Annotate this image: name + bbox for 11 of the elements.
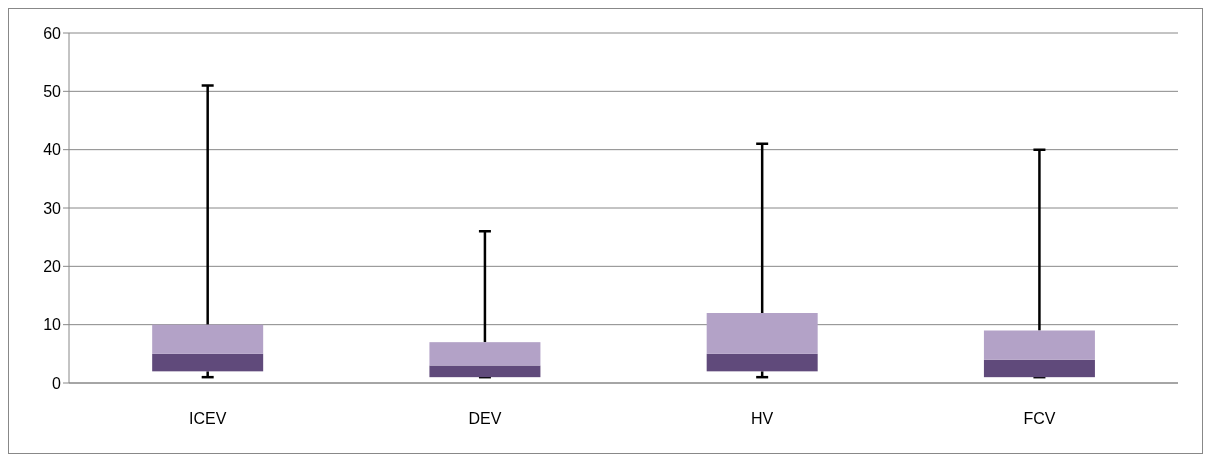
x-tick-label: DEV [468, 410, 502, 428]
y-tick-label: 50 [43, 83, 62, 101]
y-tick-label: 30 [43, 199, 62, 217]
y-tick-label: 60 [43, 24, 62, 42]
y-tick-label: 20 [43, 258, 62, 276]
y-tick-label: 0 [52, 374, 62, 392]
y-tick-label: 10 [43, 316, 62, 334]
x-tick-label: ICEV [188, 410, 227, 428]
x-tick-label: HV [751, 410, 774, 428]
x-tick-label: FCV [1023, 410, 1056, 428]
y-tick-label: 40 [43, 141, 62, 159]
